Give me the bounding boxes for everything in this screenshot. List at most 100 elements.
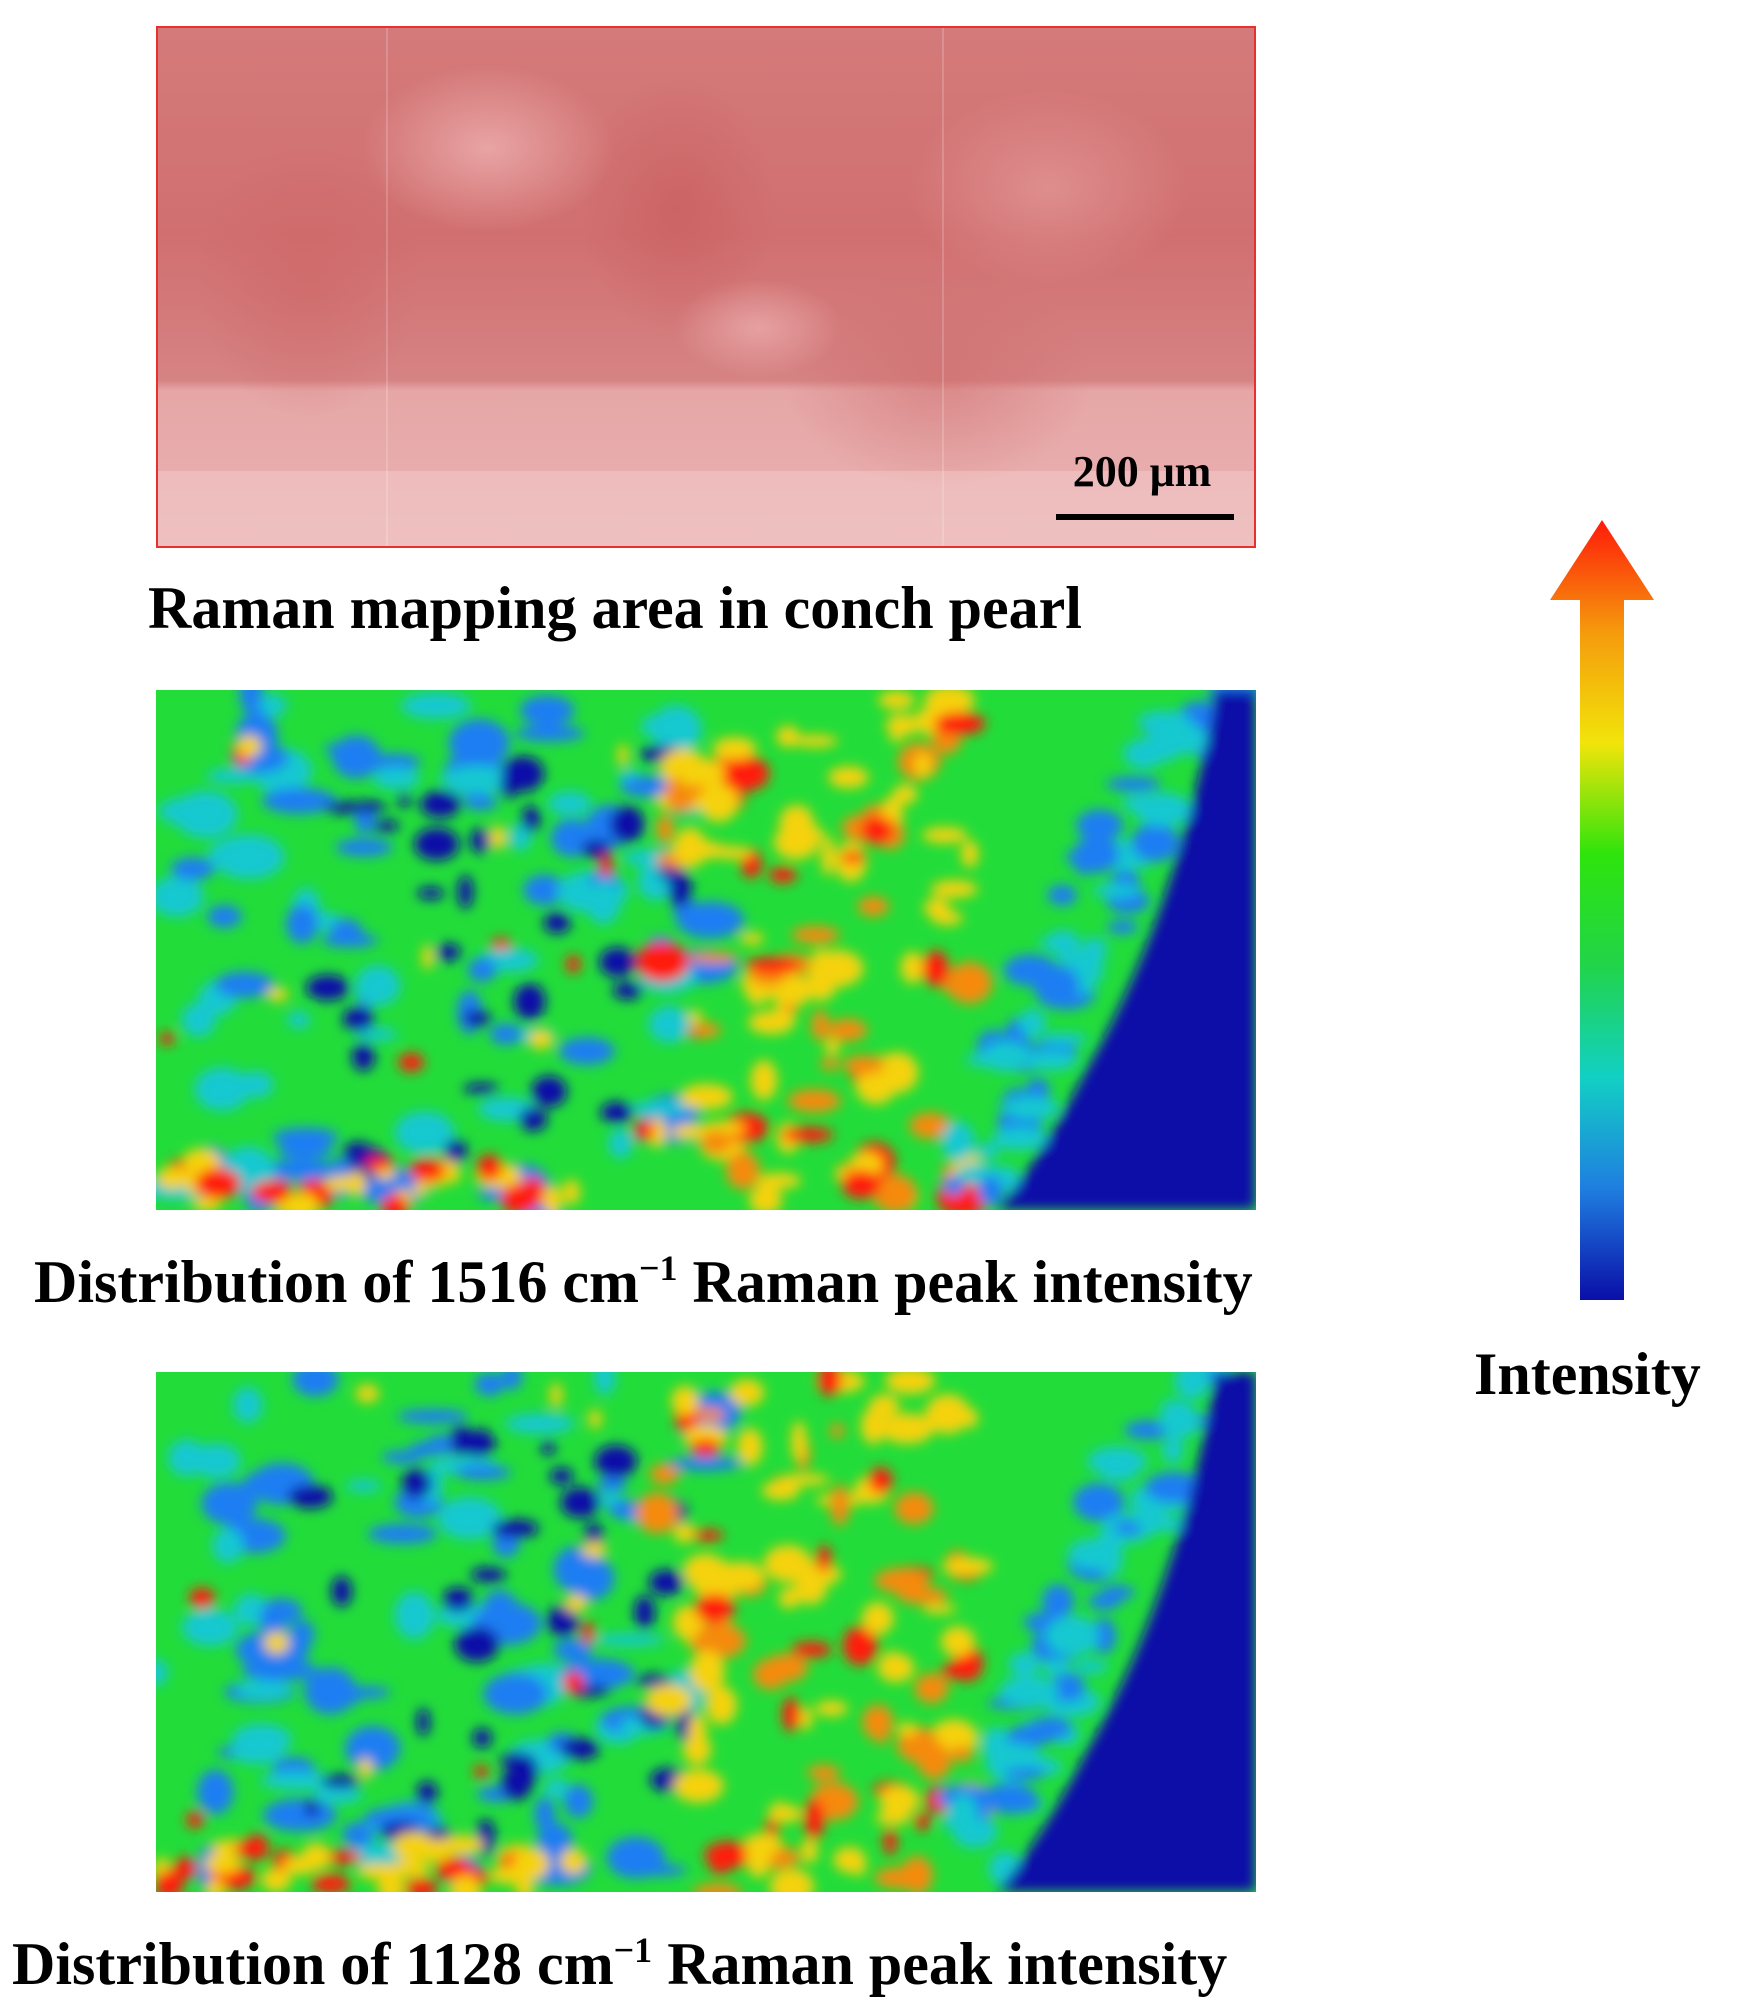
high-intensity-region [917, 1742, 952, 1780]
low-intensity-region [312, 1786, 363, 1804]
lowest-intensity-region [501, 755, 545, 792]
low-intensity-region [259, 1600, 288, 1639]
low-intensity-region [467, 957, 497, 983]
high-intensity-region [234, 1839, 269, 1860]
high-intensity-region [689, 1650, 725, 1693]
high-intensity-region [261, 1179, 293, 1204]
low-intensity-region [345, 1479, 382, 1492]
low-intensity-region [181, 1608, 239, 1647]
high-intensity-region [861, 1602, 894, 1635]
high-intensity-region [782, 1697, 800, 1732]
high-intensity-region [801, 1838, 818, 1864]
hot-spot [564, 1594, 588, 1613]
low-intensity-region [505, 1413, 576, 1434]
high-intensity-region [311, 1874, 351, 1892]
low-intensity-region [363, 1807, 437, 1831]
high-intensity-region [778, 1587, 800, 1609]
lowest-intensity-region [491, 1519, 539, 1538]
low-intensity-region [206, 768, 261, 784]
edge-transition-region [1091, 1618, 1117, 1654]
high-intensity-region [698, 781, 739, 823]
high-intensity-region [746, 982, 768, 1005]
low-intensity-region [519, 695, 575, 726]
high-intensity-region [283, 1855, 317, 1876]
edge-transition-region [1076, 809, 1124, 842]
high-intensity-region [182, 1148, 222, 1175]
low-intensity-region [194, 1067, 250, 1111]
high-intensity-region [914, 1812, 931, 1831]
high-intensity-region [675, 758, 726, 787]
edge-transition-region [1088, 1593, 1122, 1610]
high-intensity-region [855, 1068, 897, 1105]
low-intensity-region [272, 1127, 339, 1148]
edge-transition-region [1004, 1767, 1047, 1780]
low-intensity-region [543, 1778, 570, 1799]
edge-transition-region [1025, 1050, 1078, 1071]
high-intensity-region [743, 1833, 783, 1855]
lowest-intensity-region [521, 805, 541, 832]
high-intensity-region [791, 1420, 807, 1463]
low-intensity-region [474, 1372, 505, 1397]
low-intensity-region [342, 1822, 375, 1847]
low-intensity-region [483, 1673, 548, 1715]
low-intensity-region [242, 1471, 285, 1497]
lowest-intensity-region [321, 1774, 360, 1789]
high-intensity-region [749, 1185, 783, 1210]
microscope-photo: 200 μm [156, 26, 1256, 548]
lowest-intensity-region [612, 982, 643, 1000]
edge-transition-region [969, 1819, 998, 1839]
lowest-intensity-region [668, 871, 692, 908]
edge-transition-region [1042, 1584, 1075, 1619]
lowest-intensity-region [331, 1575, 352, 1607]
lowest-intensity-region [457, 874, 473, 909]
high-intensity-region [156, 1870, 184, 1892]
high-intensity-region [841, 1169, 882, 1200]
lowest-intensity-region [600, 1101, 634, 1124]
edge-transition-region [1042, 1658, 1071, 1677]
hot-spot [582, 1621, 595, 1645]
image-stitch-seam [942, 28, 944, 546]
caption-superscript: −1 [613, 1930, 653, 1970]
high-intensity-region [695, 1407, 725, 1421]
edge-transition-region [942, 1176, 965, 1196]
low-intensity-region [454, 1465, 511, 1481]
high-intensity-region [799, 1706, 813, 1731]
high-intensity-region [934, 711, 986, 736]
high-intensity-region [900, 951, 924, 984]
low-intensity-region [397, 1409, 469, 1424]
low-intensity-region [628, 1100, 690, 1116]
edge-transition-region [1068, 1539, 1111, 1570]
high-intensity-region [874, 1568, 930, 1594]
high-intensity-region [878, 690, 915, 710]
lower-image-strip [158, 471, 1254, 546]
high-intensity-region [392, 1832, 436, 1861]
low-intensity-region [241, 1658, 317, 1682]
low-intensity-region [586, 881, 621, 924]
high-intensity-region [688, 952, 739, 963]
edge-transition-region [994, 1794, 1041, 1813]
low-intensity-region [608, 1128, 633, 1159]
low-intensity-region [158, 796, 232, 827]
hot-spot [634, 1120, 655, 1141]
high-intensity-region [679, 1083, 733, 1110]
lowest-intensity-region [305, 974, 350, 1001]
high-intensity-region [694, 1593, 736, 1624]
intensity-heatmap-1128 [156, 1372, 1256, 1892]
high-intensity-region [812, 947, 827, 984]
high-intensity-region [515, 1873, 535, 1892]
low-intensity-region [641, 715, 668, 737]
high-intensity-region [449, 1875, 482, 1892]
map-caption-1516: Distribution of 1516 cm−1 Raman peak int… [34, 1250, 1253, 1312]
high-intensity-region [763, 1544, 812, 1583]
low-intensity-region [212, 1528, 244, 1564]
high-intensity-region [880, 1413, 934, 1444]
high-intensity-region [868, 1467, 893, 1494]
high-intensity-region [709, 1857, 731, 1875]
low-intensity-region [330, 919, 363, 944]
heatmap-blobs [156, 1372, 1256, 1892]
high-intensity-region [830, 1423, 844, 1439]
low-intensity-region [170, 857, 215, 881]
high-intensity-region [750, 1060, 778, 1101]
intensity-colorbar-arrow [1550, 520, 1654, 1300]
high-intensity-region [282, 1192, 320, 1210]
